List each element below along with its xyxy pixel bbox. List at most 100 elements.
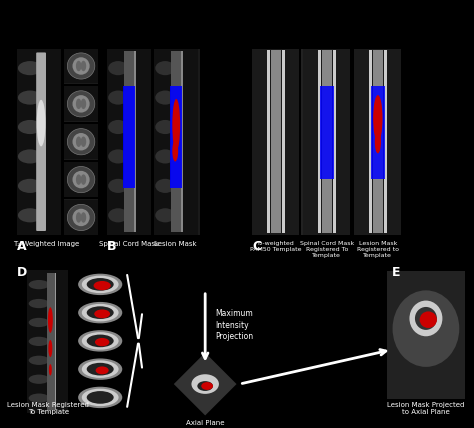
Ellipse shape: [73, 209, 90, 226]
Bar: [282, 51, 285, 233]
Bar: [373, 51, 383, 233]
FancyBboxPatch shape: [156, 48, 201, 235]
Bar: [64, 200, 98, 235]
FancyBboxPatch shape: [266, 51, 268, 233]
FancyBboxPatch shape: [354, 48, 401, 235]
Ellipse shape: [115, 202, 130, 224]
FancyBboxPatch shape: [31, 50, 46, 234]
Bar: [64, 86, 98, 121]
Ellipse shape: [18, 149, 42, 163]
Ellipse shape: [108, 149, 128, 163]
Ellipse shape: [77, 62, 82, 71]
Ellipse shape: [67, 91, 95, 117]
Ellipse shape: [67, 129, 95, 155]
Ellipse shape: [25, 131, 40, 152]
Ellipse shape: [191, 374, 219, 394]
Ellipse shape: [73, 95, 90, 113]
Ellipse shape: [39, 95, 55, 117]
FancyBboxPatch shape: [301, 48, 346, 235]
FancyBboxPatch shape: [107, 48, 151, 235]
Ellipse shape: [392, 290, 459, 367]
Bar: [371, 86, 385, 179]
Polygon shape: [174, 353, 237, 416]
Ellipse shape: [18, 208, 42, 223]
Ellipse shape: [80, 175, 85, 184]
Bar: [107, 48, 151, 235]
Ellipse shape: [87, 363, 114, 375]
Ellipse shape: [49, 364, 52, 375]
Ellipse shape: [197, 381, 213, 391]
Ellipse shape: [115, 59, 130, 81]
Bar: [271, 51, 281, 233]
Ellipse shape: [73, 96, 89, 112]
Ellipse shape: [78, 387, 122, 408]
Ellipse shape: [87, 306, 114, 319]
Ellipse shape: [68, 54, 94, 79]
Bar: [384, 51, 387, 233]
Ellipse shape: [164, 95, 179, 117]
Ellipse shape: [39, 167, 55, 188]
Ellipse shape: [87, 278, 114, 291]
Bar: [64, 48, 98, 83]
Ellipse shape: [78, 358, 122, 380]
Ellipse shape: [164, 202, 179, 224]
Ellipse shape: [76, 174, 82, 185]
Ellipse shape: [173, 99, 180, 151]
FancyBboxPatch shape: [64, 124, 98, 160]
Ellipse shape: [108, 120, 128, 134]
Ellipse shape: [155, 179, 175, 193]
Ellipse shape: [178, 59, 194, 81]
FancyBboxPatch shape: [268, 50, 280, 234]
Text: D: D: [17, 266, 27, 279]
Ellipse shape: [76, 212, 82, 223]
Bar: [267, 51, 270, 233]
Ellipse shape: [78, 273, 122, 295]
Ellipse shape: [36, 100, 46, 146]
FancyBboxPatch shape: [252, 48, 300, 235]
Ellipse shape: [18, 120, 42, 134]
Ellipse shape: [82, 276, 118, 293]
Ellipse shape: [68, 92, 94, 116]
Ellipse shape: [78, 330, 122, 351]
Bar: [134, 51, 136, 232]
Ellipse shape: [28, 374, 49, 384]
Ellipse shape: [87, 335, 114, 347]
Ellipse shape: [129, 131, 145, 152]
Bar: [170, 86, 182, 188]
Ellipse shape: [93, 281, 111, 290]
Ellipse shape: [155, 61, 175, 75]
Text: Lesion Mask Projected
to Axial Plane: Lesion Mask Projected to Axial Plane: [387, 402, 465, 415]
Ellipse shape: [129, 59, 145, 81]
Ellipse shape: [129, 202, 145, 224]
Ellipse shape: [77, 100, 82, 109]
Bar: [369, 51, 372, 233]
Text: B: B: [107, 240, 117, 253]
Ellipse shape: [155, 149, 175, 163]
Bar: [124, 51, 134, 232]
Bar: [171, 51, 181, 232]
Ellipse shape: [129, 95, 145, 117]
FancyBboxPatch shape: [64, 199, 98, 235]
Text: E: E: [392, 266, 400, 279]
Text: Spinal Cord Mask: Spinal Cord Mask: [99, 241, 159, 247]
Ellipse shape: [68, 205, 94, 229]
Ellipse shape: [73, 171, 90, 188]
FancyBboxPatch shape: [329, 51, 331, 233]
Ellipse shape: [115, 131, 130, 152]
FancyBboxPatch shape: [171, 50, 186, 234]
Ellipse shape: [28, 299, 49, 308]
Bar: [47, 273, 55, 410]
Ellipse shape: [108, 208, 128, 223]
Ellipse shape: [155, 120, 175, 134]
Bar: [64, 162, 98, 197]
Ellipse shape: [415, 307, 437, 330]
Ellipse shape: [155, 208, 175, 223]
Ellipse shape: [178, 95, 194, 117]
Bar: [322, 51, 332, 233]
Ellipse shape: [78, 302, 122, 323]
Ellipse shape: [81, 98, 86, 109]
Ellipse shape: [48, 307, 53, 333]
FancyBboxPatch shape: [36, 53, 46, 231]
Text: Lesion Mask Registered
To Template: Lesion Mask Registered To Template: [7, 402, 89, 416]
Ellipse shape: [178, 202, 194, 224]
